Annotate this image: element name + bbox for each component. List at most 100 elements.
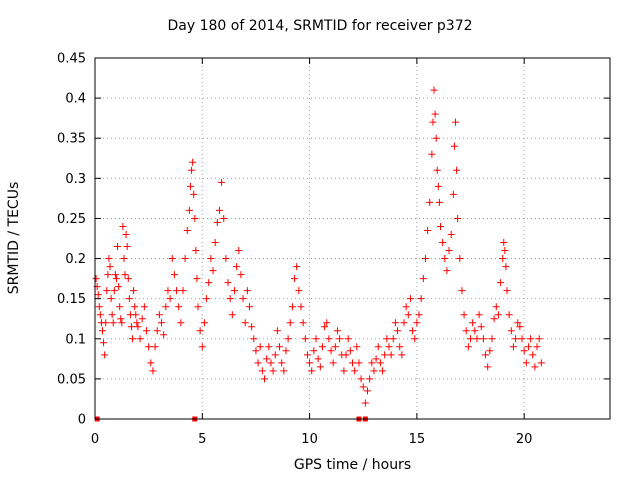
data-point	[116, 303, 124, 311]
data-point	[443, 267, 451, 275]
data-point	[387, 351, 395, 359]
data-points	[92, 86, 545, 407]
data-point	[120, 255, 128, 263]
data-point	[533, 343, 541, 351]
data-point	[366, 375, 374, 383]
y-tick-label: 0.45	[57, 52, 86, 67]
data-point	[316, 363, 324, 371]
data-point	[301, 335, 309, 343]
data-point	[241, 319, 249, 327]
data-point	[151, 343, 159, 351]
data-point	[512, 335, 520, 343]
y-axis-label: SRMTID / TECUs	[6, 181, 22, 295]
data-point	[203, 295, 211, 303]
data-point	[400, 319, 408, 327]
data-point	[248, 323, 256, 331]
data-point	[130, 287, 138, 295]
data-point	[269, 367, 277, 375]
y-tick-label: 0.2	[65, 252, 86, 267]
data-point	[112, 275, 120, 283]
data-point	[147, 359, 155, 367]
data-point	[177, 319, 185, 327]
data-point	[514, 319, 522, 327]
data-point	[250, 335, 258, 343]
y-tick-label: 0.15	[57, 292, 86, 307]
data-point	[432, 134, 440, 142]
data-point	[312, 335, 320, 343]
data-point	[419, 275, 427, 283]
data-point	[138, 315, 146, 323]
data-point	[415, 311, 423, 319]
data-point	[500, 239, 508, 247]
data-point	[505, 311, 513, 319]
data-point	[484, 363, 492, 371]
y-tick-label: 0.3	[65, 172, 86, 187]
data-point	[361, 399, 369, 407]
data-point	[235, 247, 243, 255]
data-point	[462, 327, 470, 335]
data-point	[284, 335, 292, 343]
data-point	[430, 86, 438, 94]
chart-title: Day 180 of 2014, SRMTID for receiver p37…	[167, 18, 473, 34]
data-point	[286, 319, 294, 327]
data-point	[359, 383, 367, 391]
data-point	[228, 311, 236, 319]
data-point	[218, 178, 226, 186]
data-point	[185, 206, 193, 214]
data-point	[181, 255, 189, 263]
data-point	[460, 311, 468, 319]
data-point	[404, 311, 412, 319]
data-point	[299, 319, 307, 327]
data-point	[243, 287, 251, 295]
data-point	[211, 239, 219, 247]
data-point	[133, 319, 141, 327]
data-point	[158, 319, 166, 327]
data-point	[323, 319, 331, 327]
data-point	[119, 222, 127, 230]
data-point	[303, 351, 311, 359]
data-point	[143, 327, 150, 335]
data-point	[191, 214, 199, 222]
data-point	[417, 295, 425, 303]
data-point	[100, 339, 108, 347]
data-point	[194, 303, 202, 311]
data-point	[252, 347, 260, 355]
data-point	[265, 343, 273, 351]
data-point	[342, 351, 350, 359]
data-point	[389, 335, 397, 343]
data-point	[434, 182, 442, 190]
data-point	[450, 142, 458, 150]
x-axis-label: GPS time / hours	[293, 457, 412, 473]
data-point	[175, 303, 183, 311]
data-point	[230, 287, 238, 295]
data-point	[381, 351, 389, 359]
data-point	[239, 295, 247, 303]
data-point	[428, 150, 436, 158]
data-point	[118, 319, 126, 327]
data-point	[467, 335, 475, 343]
y-tick-label: 0.35	[57, 132, 86, 147]
data-point	[134, 323, 142, 331]
data-point	[293, 263, 301, 271]
data-point	[336, 335, 344, 343]
data-point	[117, 315, 125, 323]
data-point	[499, 255, 507, 263]
data-point	[321, 323, 329, 331]
data-point	[494, 311, 502, 319]
data-point	[379, 367, 387, 375]
data-point	[125, 295, 133, 303]
x-tick-label: 15	[409, 432, 426, 447]
data-point	[488, 335, 496, 343]
data-point	[121, 271, 129, 279]
data-point	[435, 198, 443, 206]
data-point	[396, 343, 404, 351]
data-point	[394, 327, 402, 335]
data-point	[109, 319, 117, 327]
data-point	[349, 359, 356, 367]
data-point	[233, 263, 241, 271]
data-point	[314, 355, 322, 363]
data-point	[111, 271, 119, 279]
data-point	[291, 275, 299, 283]
data-point	[447, 230, 455, 238]
data-point	[329, 359, 337, 367]
